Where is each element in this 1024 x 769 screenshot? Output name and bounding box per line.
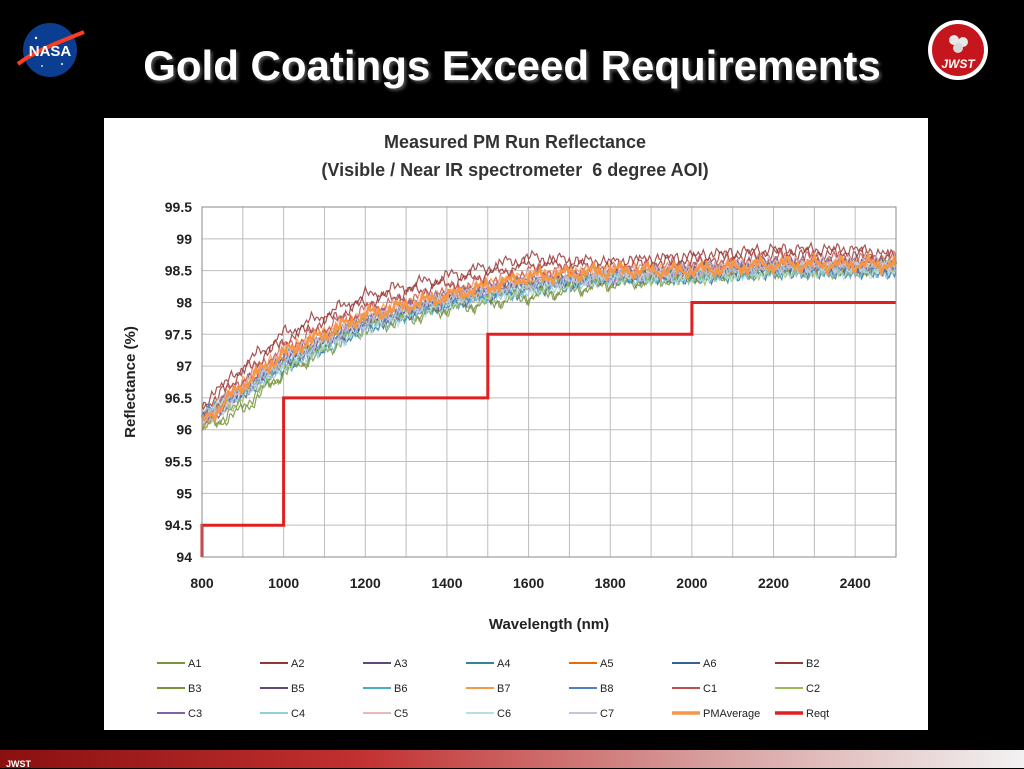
legend-label-c7: C7 xyxy=(600,708,614,720)
legend-label-c6: C6 xyxy=(497,708,511,720)
nasa-star xyxy=(41,65,43,67)
y-tick-label: 97.5 xyxy=(165,326,192,342)
nasa-star xyxy=(61,63,63,65)
nasa-globe xyxy=(23,23,77,77)
y-tick-label: 97 xyxy=(176,358,192,374)
x-tick-label: 1400 xyxy=(431,575,462,591)
series-line-c1 xyxy=(201,247,897,417)
legend-label-b5: B5 xyxy=(291,683,304,695)
y-tick-label: 98 xyxy=(176,294,192,310)
jwst-logo: JWST xyxy=(928,20,988,80)
series-line-c6 xyxy=(201,260,897,424)
legend-label-a4: A4 xyxy=(497,658,510,670)
legend-label-a5: A5 xyxy=(600,658,613,670)
legend-label-c4: C4 xyxy=(291,708,305,720)
y-tick-label: 96 xyxy=(176,422,192,438)
nasa-star xyxy=(34,36,38,40)
legend-label-a3: A3 xyxy=(394,658,407,670)
x-tick-label: 1000 xyxy=(268,575,299,591)
slide-title: Gold Coatings Exceed Requirements xyxy=(143,42,881,89)
legend-label-a2: A2 xyxy=(291,658,304,670)
footer-bar xyxy=(0,750,1024,768)
legend-label-b8: B8 xyxy=(600,683,613,695)
x-tick-label: 2000 xyxy=(676,575,707,591)
legend-label-c3: C3 xyxy=(188,708,202,720)
series-line-pmaverage xyxy=(200,251,898,424)
y-tick-label: 96.5 xyxy=(165,390,192,406)
legend-label-c1: C1 xyxy=(703,683,717,695)
x-tick-label: 800 xyxy=(190,575,214,591)
legend-label-c2: C2 xyxy=(806,683,820,695)
legend-label-b6: B6 xyxy=(394,683,407,695)
footer-label: JWST xyxy=(6,759,32,769)
x-tick-label: 2400 xyxy=(840,575,871,591)
chart-subtitle: (Visible / Near IR spectrometer 6 degree… xyxy=(321,160,708,180)
legend-label-reqt: Reqt xyxy=(806,708,829,720)
legend-label-pmaverage: PMAverage xyxy=(703,708,760,720)
nasa-logo: NASA xyxy=(16,23,85,77)
x-tick-label: 1600 xyxy=(513,575,544,591)
jwst-mirror-segment xyxy=(949,35,959,45)
y-tick-label: 98.5 xyxy=(165,263,192,279)
jwst-wordmark: JWST xyxy=(941,57,976,71)
legend-label-c5: C5 xyxy=(394,708,408,720)
y-tick-label: 94.5 xyxy=(165,517,192,533)
series-line-c3 xyxy=(201,255,897,430)
y-tick-label: 99.5 xyxy=(165,199,192,215)
y-axis-label: Reflectance (%) xyxy=(122,326,139,438)
legend-label-a1: A1 xyxy=(188,658,201,670)
x-axis-label: Wavelength (nm) xyxy=(489,616,609,633)
legend-label-b7: B7 xyxy=(497,683,510,695)
nasa-vector xyxy=(16,30,85,66)
plot-area-border xyxy=(201,206,897,558)
chart-title: Measured PM Run Reflectance xyxy=(384,132,646,152)
reflectance-chart: Measured PM Run Reflectance (Visible / N… xyxy=(122,132,898,720)
y-tick-label: 94 xyxy=(176,549,192,565)
jwst-mirror-segment xyxy=(953,43,963,53)
y-tick-label: 95 xyxy=(176,485,192,501)
nasa-wordmark: NASA xyxy=(29,43,72,60)
x-tick-label: 1800 xyxy=(595,575,626,591)
y-tick-label: 95.5 xyxy=(165,454,192,470)
chart-panel: Measured PM Run Reflectance (Visible / N… xyxy=(104,118,928,730)
series-line-reqt xyxy=(200,301,896,557)
x-tick-label: 1200 xyxy=(350,575,381,591)
y-tick-label: 99 xyxy=(176,231,192,247)
legend-label-b3: B3 xyxy=(188,683,201,695)
legend-label-b2: B2 xyxy=(806,658,819,670)
legend-label-a6: A6 xyxy=(703,658,716,670)
x-tick-label: 2200 xyxy=(758,575,789,591)
